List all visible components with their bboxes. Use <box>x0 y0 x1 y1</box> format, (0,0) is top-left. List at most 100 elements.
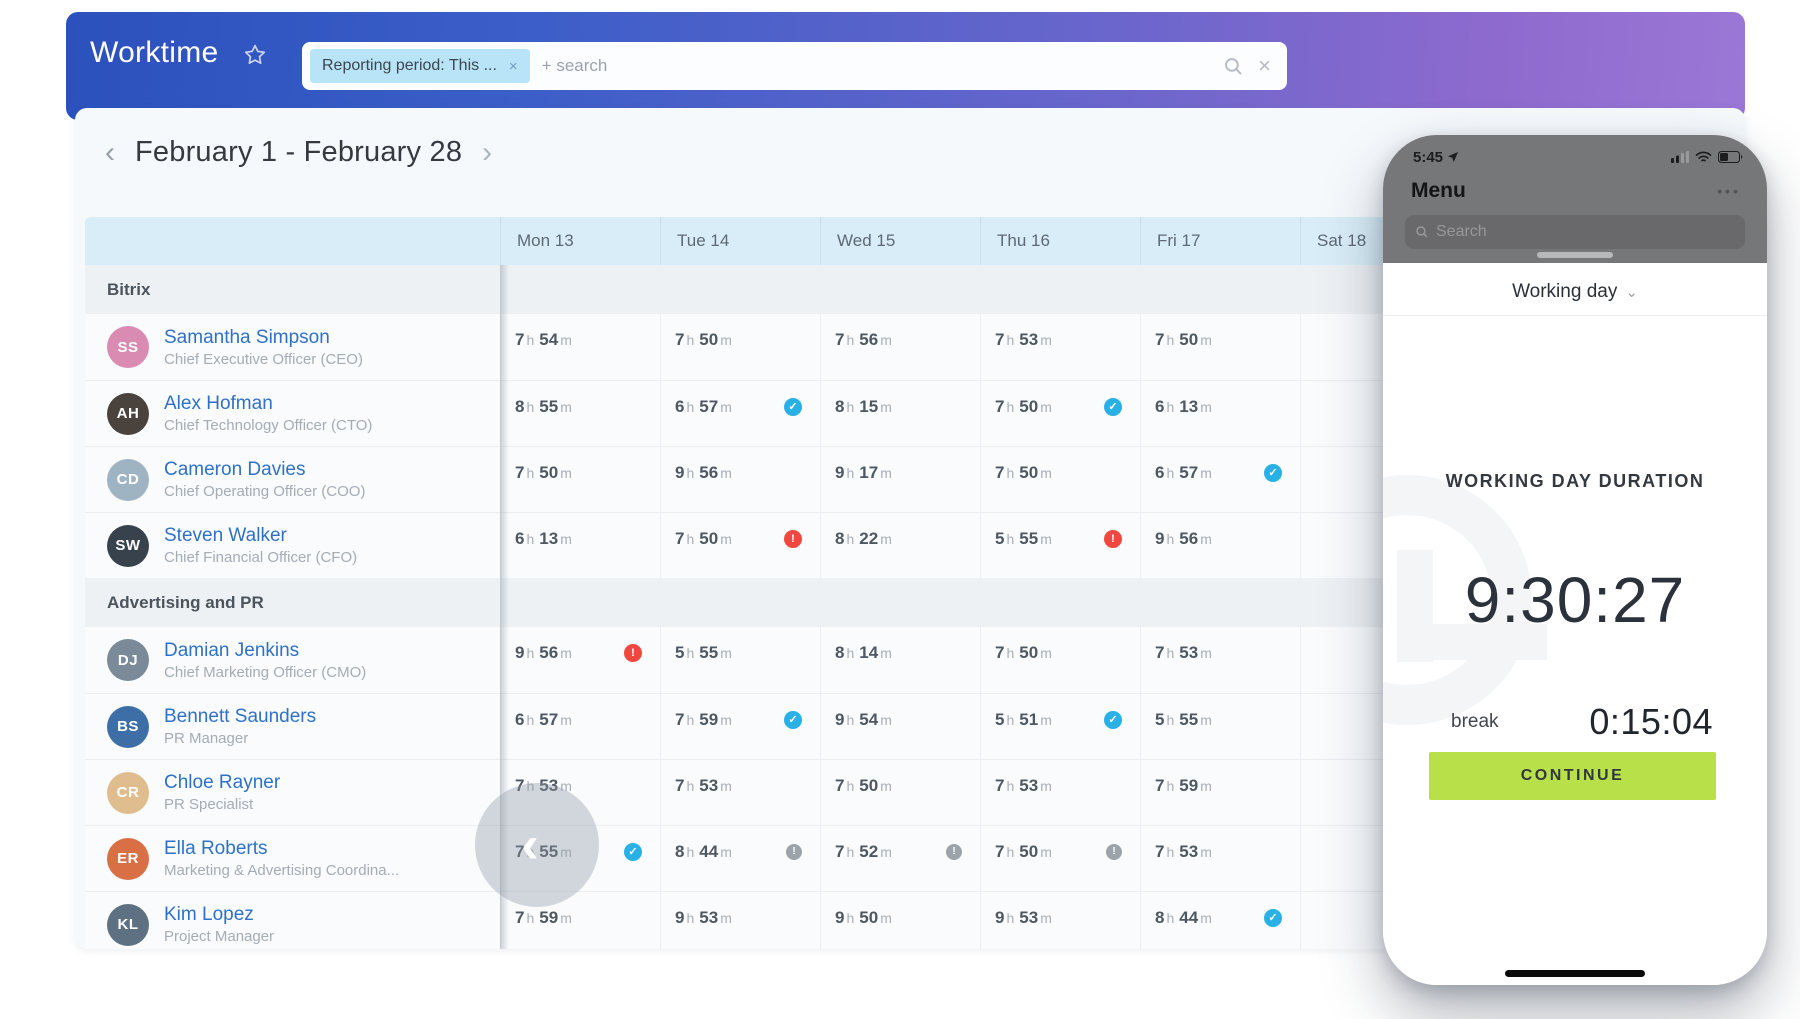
time-cell[interactable]: 7 h 50 m <box>980 447 1140 512</box>
avatar[interactable]: CD <box>107 458 149 501</box>
time-cell[interactable]: 5 h 55 m! <box>980 513 1140 578</box>
previous-period-button[interactable]: ‹ <box>105 135 115 169</box>
time-cell[interactable]: 5 h 55 m <box>1140 694 1300 759</box>
clear-search-icon[interactable]: × <box>1258 53 1271 78</box>
minutes-unit: m <box>560 712 572 728</box>
time-cell[interactable]: 5 h 55 m <box>660 627 820 693</box>
time-cell[interactable] <box>1300 447 1460 512</box>
time-cell[interactable] <box>1300 760 1460 825</box>
phone-search-input[interactable] <box>1436 223 1735 241</box>
time-cell[interactable]: 8 h 14 m <box>820 627 980 693</box>
time-cell[interactable]: 8 h 44 m! <box>660 826 820 891</box>
time-cell[interactable]: 9 h 53 m <box>980 892 1140 949</box>
more-options-icon[interactable]: ••• <box>1717 183 1741 199</box>
time-cell[interactable]: 7 h 56 m <box>820 314 980 380</box>
employee-job-title: Chief Executive Officer (CEO) <box>164 350 363 368</box>
hours-value: 9 <box>675 908 685 927</box>
time-cell[interactable] <box>1300 892 1460 949</box>
time-cell[interactable]: 7 h 50 m <box>980 627 1140 693</box>
employee-name-link[interactable]: Kim Lopez <box>164 904 254 925</box>
time-cell[interactable]: 7 h 50 m <box>820 760 980 825</box>
time-cell[interactable]: 5 h 51 m ✓ <box>980 694 1140 759</box>
time-cell[interactable]: 7 h 53 m <box>500 760 660 825</box>
time-cell[interactable] <box>1300 381 1460 446</box>
time-cell[interactable]: 8 h 44 m ✓ <box>1140 892 1300 949</box>
time-cell[interactable]: 7 h 53 m <box>980 760 1140 825</box>
time-cell[interactable]: 7 h 59 m ✓ <box>660 694 820 759</box>
time-cell[interactable]: 7 h 55 m ✓ <box>500 826 660 891</box>
confirmed-badge-icon: ✓ <box>624 843 642 861</box>
employee-name-link[interactable]: Steven Walker <box>164 525 287 546</box>
next-period-button[interactable]: › <box>482 135 493 169</box>
employee-name-link[interactable]: Ella Roberts <box>164 838 268 859</box>
time-cell[interactable] <box>1300 314 1460 380</box>
avatar[interactable]: DJ <box>107 639 149 681</box>
time-cell[interactable]: 7 h 53 m <box>660 760 820 825</box>
time-cell[interactable]: 9 h 56 m <box>1140 513 1300 578</box>
avatar[interactable]: SS <box>107 326 149 368</box>
avatar[interactable]: CR <box>107 771 149 814</box>
time-cell[interactable]: 9 h 56 m <box>660 447 820 512</box>
hours-unit: h <box>1166 645 1175 661</box>
hours-value: 5 <box>995 529 1005 548</box>
time-cell[interactable]: 9 h 50 m <box>820 892 980 949</box>
time-cell[interactable]: 6 h 13 m <box>500 513 660 578</box>
avatar[interactable]: SW <box>107 524 149 567</box>
phone-search-field[interactable] <box>1405 215 1745 249</box>
search-icon[interactable] <box>1223 56 1244 77</box>
time-cell[interactable]: 7 h 53 m <box>1140 627 1300 693</box>
avatar[interactable]: AH <box>107 392 149 435</box>
employee-cell: KL Kim Lopez Project Manager <box>85 892 500 949</box>
time-cell[interactable] <box>1300 627 1460 693</box>
time-cell[interactable]: 6 h 57 m ✓ <box>660 381 820 446</box>
time-cell[interactable]: 7 h 50 m <box>660 314 820 380</box>
time-cell[interactable]: 9 h 54 m <box>820 694 980 759</box>
time-cell[interactable]: 9 h 17 m <box>820 447 980 512</box>
scroll-left-button[interactable]: ‹ <box>475 783 599 907</box>
employee-name-link[interactable]: Alex Hofman <box>164 393 273 414</box>
avatar[interactable]: BS <box>107 705 149 748</box>
minutes-value: 13 <box>539 529 559 548</box>
time-cell[interactable]: 7 h 59 m <box>500 892 660 949</box>
employee-name-link[interactable]: Chloe Rayner <box>164 772 281 793</box>
search-input[interactable] <box>541 56 1224 76</box>
employee-name-link[interactable]: Cameron Davies <box>164 459 306 480</box>
time-cell[interactable]: 7 h 52 m! <box>820 826 980 891</box>
filter-chip[interactable]: Reporting period: This ... × <box>310 49 530 83</box>
time-cell[interactable]: 7 h 53 m <box>1140 826 1300 891</box>
divider <box>1383 315 1767 316</box>
minutes-unit: m <box>1200 778 1212 794</box>
time-cell[interactable]: 6 h 13 m <box>1140 381 1300 446</box>
time-cell[interactable]: 7 h 50 m ✓ <box>980 381 1140 446</box>
time-cell[interactable]: 8 h 15 m <box>820 381 980 446</box>
continue-button[interactable]: CONTINUE <box>1429 752 1716 800</box>
working-day-dropdown[interactable]: Working day ⌄ <box>1383 281 1767 303</box>
time-cell[interactable]: 7 h 50 m <box>1140 314 1300 380</box>
time-cell[interactable]: 6 h 57 m <box>500 694 660 759</box>
time-cell[interactable]: 8 h 22 m <box>820 513 980 578</box>
time-cell[interactable]: 7 h 59 m <box>1140 760 1300 825</box>
employee-cell: DJ Damian Jenkins Chief Marketing Officer … <box>85 627 500 693</box>
time-cell[interactable]: 6 h 57 m ✓ <box>1140 447 1300 512</box>
filter-chip-close-icon[interactable]: × <box>508 57 518 75</box>
employee-name-link[interactable]: Damian Jenkins <box>164 639 300 661</box>
time-cell[interactable]: 8 h 55 m <box>500 381 660 446</box>
employee-name-link[interactable]: Samantha Simpson <box>164 326 330 348</box>
time-cell[interactable]: 7 h 54 m <box>500 314 660 380</box>
time-cell[interactable]: 9 h 56 m! <box>500 627 660 693</box>
global-search-bar[interactable]: Reporting period: This ... × × <box>302 42 1287 90</box>
time-cell[interactable] <box>1300 826 1460 891</box>
time-cell[interactable]: 7 h 50 m! <box>660 513 820 578</box>
time-cell[interactable] <box>1300 694 1460 759</box>
violation-badge-icon: ! <box>784 530 802 548</box>
time-cell[interactable]: 7 h 53 m <box>980 314 1140 380</box>
time-cell[interactable]: 7 h 50 m <box>500 447 660 512</box>
time-cell[interactable]: 9 h 53 m <box>660 892 820 949</box>
hours-value: 6 <box>515 710 525 729</box>
avatar[interactable]: KL <box>107 903 149 946</box>
avatar[interactable]: ER <box>107 837 149 880</box>
employee-name-link[interactable]: Bennett Saunders <box>164 706 317 727</box>
favorite-star-icon[interactable] <box>242 42 268 68</box>
time-cell[interactable]: 7 h 50 m! <box>980 826 1140 891</box>
time-cell[interactable] <box>1300 513 1460 578</box>
